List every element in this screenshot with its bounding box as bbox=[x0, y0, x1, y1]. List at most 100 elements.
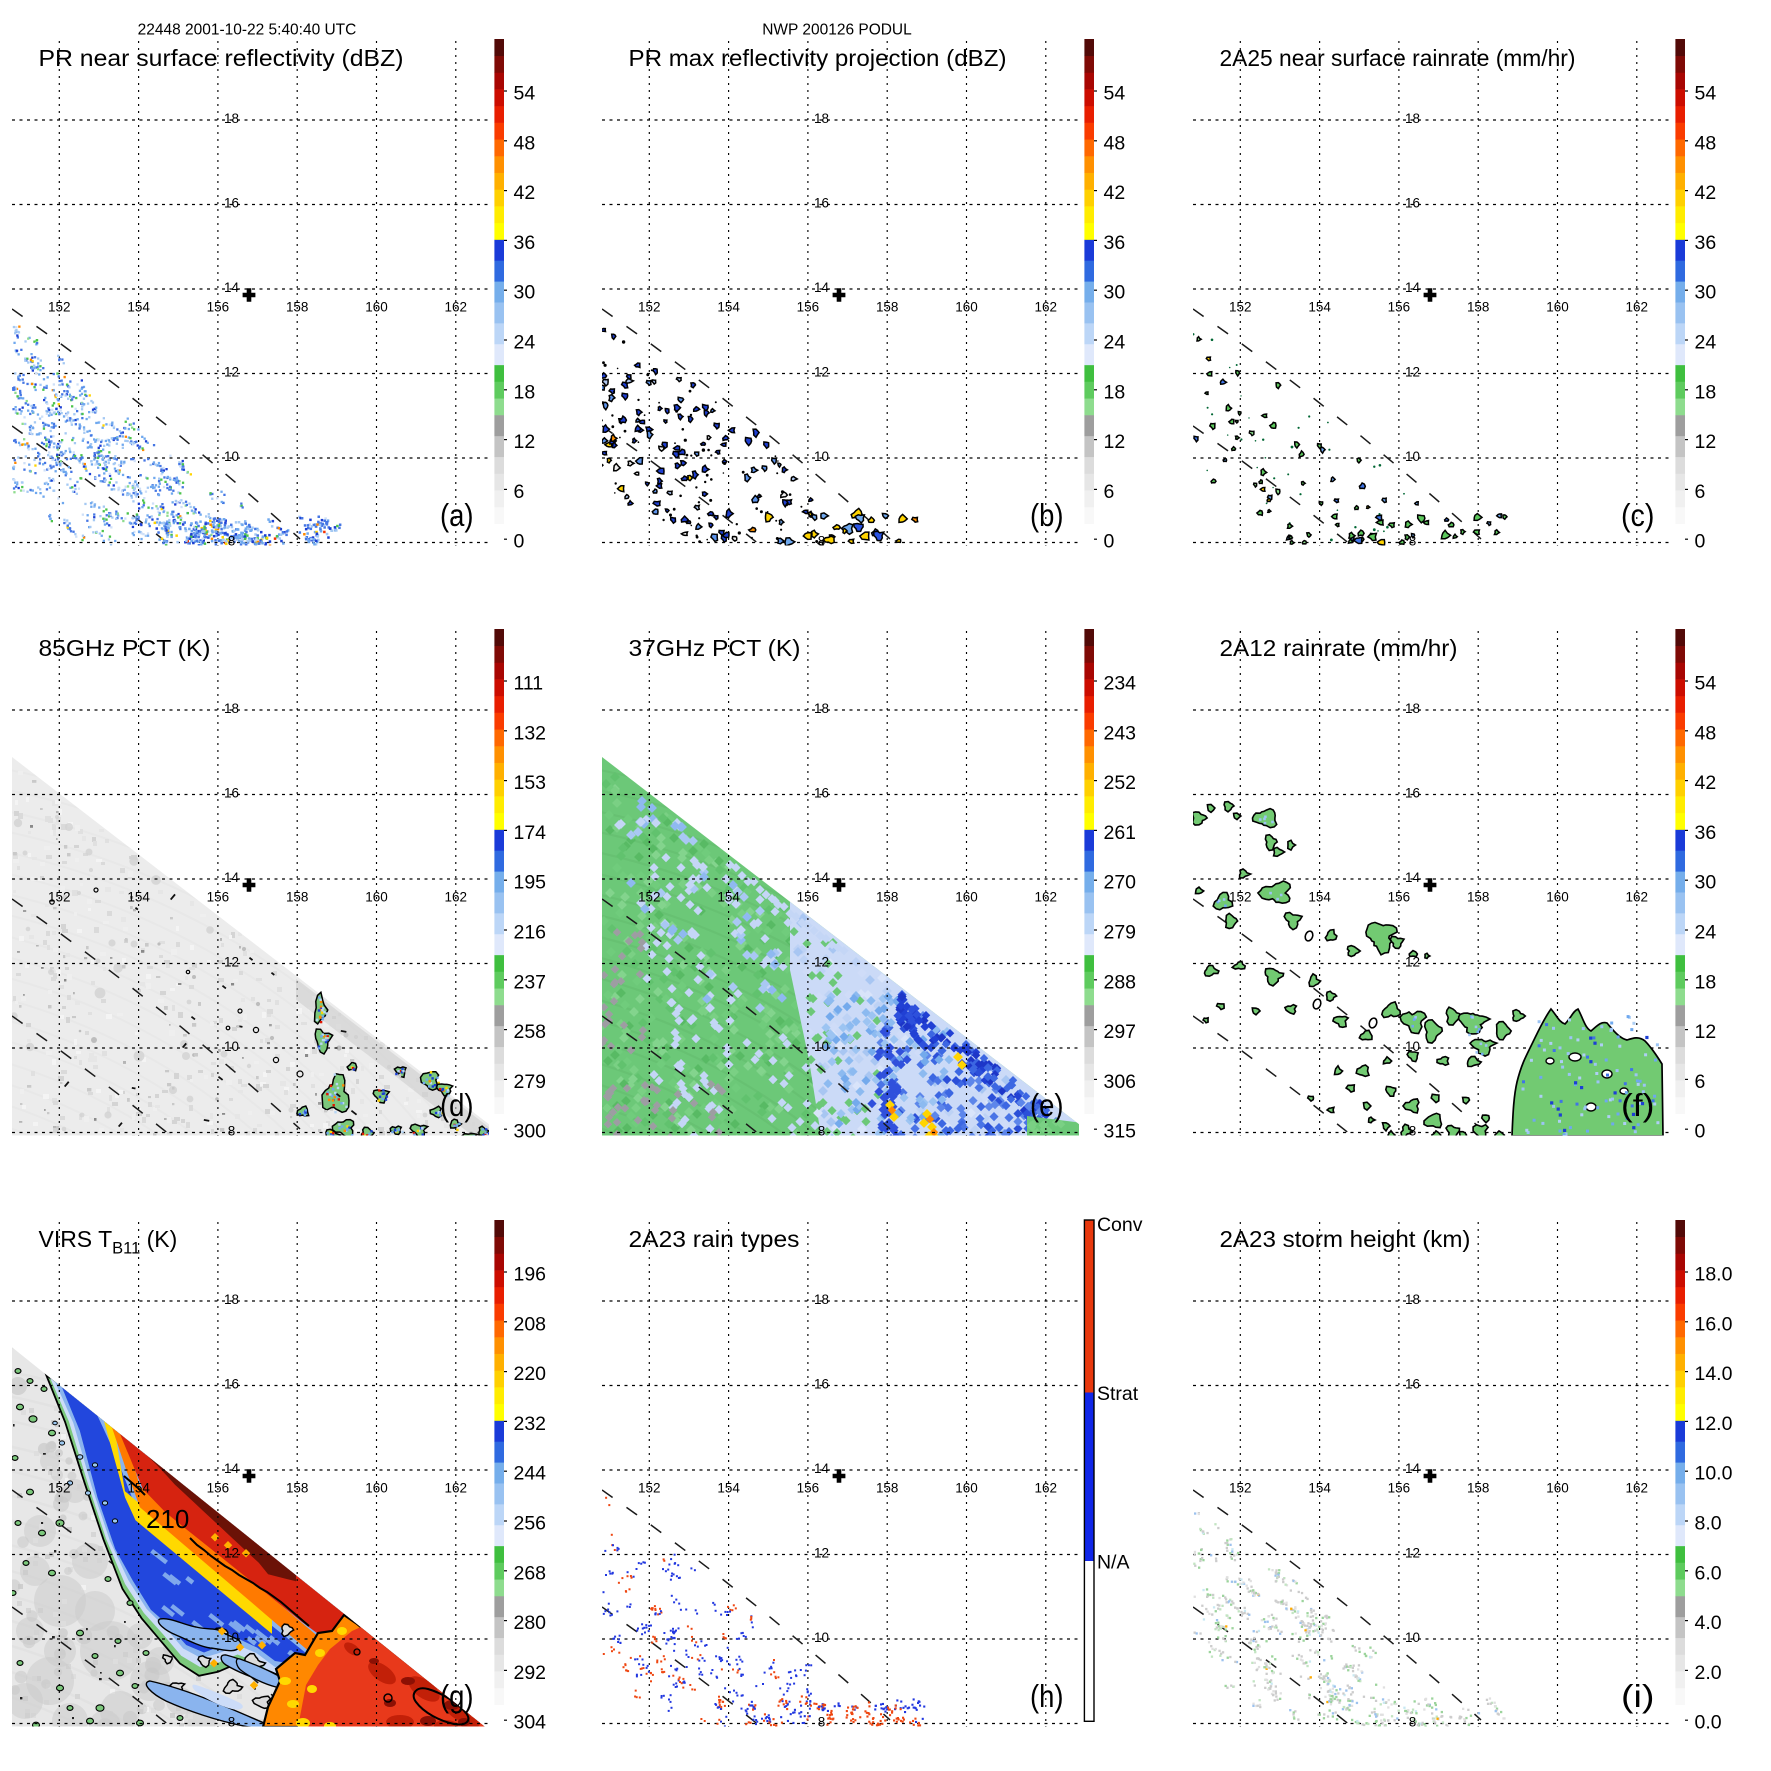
svg-text:8: 8 bbox=[1408, 1714, 1416, 1729]
svg-text:216: 216 bbox=[513, 922, 546, 944]
svg-text:195: 195 bbox=[513, 872, 546, 894]
svg-text:210: 210 bbox=[146, 1504, 189, 1534]
svg-text:12: 12 bbox=[1405, 1545, 1420, 1560]
svg-text:37GHz PCT (K): 37GHz PCT (K) bbox=[629, 635, 801, 661]
svg-text:14: 14 bbox=[224, 870, 239, 885]
svg-text:156: 156 bbox=[797, 299, 820, 314]
svg-text:270: 270 bbox=[1104, 872, 1137, 894]
svg-text:156: 156 bbox=[1387, 1480, 1410, 1495]
svg-text:14: 14 bbox=[224, 1461, 239, 1476]
svg-text:18: 18 bbox=[1405, 1292, 1420, 1307]
svg-text:6: 6 bbox=[1694, 1071, 1705, 1093]
svg-text:162: 162 bbox=[1035, 1480, 1058, 1495]
svg-text:10: 10 bbox=[1405, 1630, 1420, 1645]
svg-text:85GHz PCT (K): 85GHz PCT (K) bbox=[38, 635, 210, 661]
svg-text:160: 160 bbox=[365, 299, 387, 314]
svg-text:8.0: 8.0 bbox=[1694, 1512, 1721, 1534]
svg-text:156: 156 bbox=[797, 890, 820, 905]
svg-text:156: 156 bbox=[207, 1480, 230, 1495]
svg-text:156: 156 bbox=[207, 890, 230, 905]
svg-text:30: 30 bbox=[1694, 282, 1716, 304]
svg-text:12: 12 bbox=[814, 365, 829, 380]
svg-text:160: 160 bbox=[365, 890, 387, 905]
svg-text:152: 152 bbox=[48, 299, 70, 314]
svg-text:10: 10 bbox=[224, 1039, 239, 1054]
svg-text:Conv: Conv bbox=[1097, 1214, 1143, 1236]
svg-text:10.0: 10.0 bbox=[1694, 1462, 1732, 1484]
svg-text:174: 174 bbox=[513, 822, 546, 844]
svg-text:297: 297 bbox=[1104, 1021, 1137, 1043]
svg-text:304: 304 bbox=[513, 1711, 546, 1733]
svg-text:154: 154 bbox=[718, 890, 741, 905]
svg-text:8: 8 bbox=[228, 1124, 236, 1139]
svg-text:152: 152 bbox=[1229, 1480, 1252, 1495]
svg-text:154: 154 bbox=[1308, 890, 1331, 905]
svg-text:12: 12 bbox=[224, 955, 239, 970]
svg-text:16: 16 bbox=[814, 786, 829, 801]
svg-text:8: 8 bbox=[228, 1714, 236, 1729]
svg-text:16.0: 16.0 bbox=[1694, 1313, 1732, 1335]
svg-text:258: 258 bbox=[513, 1021, 546, 1043]
svg-text:18: 18 bbox=[513, 381, 535, 403]
svg-text:16: 16 bbox=[814, 196, 829, 211]
svg-text:8: 8 bbox=[818, 1714, 826, 1729]
svg-text:0: 0 bbox=[513, 531, 524, 553]
svg-text:10: 10 bbox=[224, 449, 239, 464]
svg-text:14: 14 bbox=[1405, 870, 1420, 885]
svg-text:152: 152 bbox=[638, 1480, 661, 1495]
svg-text:16: 16 bbox=[1405, 196, 1420, 211]
svg-text:42: 42 bbox=[513, 182, 535, 204]
svg-text:8: 8 bbox=[1408, 534, 1416, 549]
svg-text:10: 10 bbox=[1405, 1039, 1420, 1054]
svg-text:132: 132 bbox=[513, 723, 546, 745]
svg-text:24: 24 bbox=[513, 331, 535, 353]
svg-text:2A12 rainrate (mm/hr): 2A12 rainrate (mm/hr) bbox=[1219, 635, 1457, 661]
svg-text:158: 158 bbox=[876, 890, 899, 905]
svg-text:154: 154 bbox=[1308, 299, 1331, 314]
svg-text:54: 54 bbox=[1694, 673, 1716, 695]
svg-text:(a): (a) bbox=[440, 497, 473, 533]
svg-text:0: 0 bbox=[1694, 1121, 1705, 1143]
svg-text:10: 10 bbox=[814, 1630, 829, 1645]
svg-text:158: 158 bbox=[286, 890, 309, 905]
svg-text:0: 0 bbox=[1694, 531, 1705, 553]
svg-text:292: 292 bbox=[513, 1662, 546, 1684]
svg-text:36: 36 bbox=[1694, 822, 1716, 844]
svg-text:18: 18 bbox=[224, 1292, 239, 1307]
svg-text:8: 8 bbox=[228, 534, 236, 549]
svg-text:18: 18 bbox=[1405, 111, 1420, 126]
svg-text:280: 280 bbox=[513, 1612, 546, 1634]
svg-text:14: 14 bbox=[814, 870, 829, 885]
svg-text:54: 54 bbox=[513, 82, 535, 104]
svg-text:158: 158 bbox=[876, 1480, 899, 1495]
svg-text:(g): (g) bbox=[440, 1678, 473, 1714]
svg-text:152: 152 bbox=[48, 1480, 70, 1495]
svg-text:162: 162 bbox=[1035, 890, 1058, 905]
svg-text:36: 36 bbox=[1104, 232, 1126, 254]
svg-text:152: 152 bbox=[638, 890, 661, 905]
svg-text:306: 306 bbox=[1104, 1071, 1137, 1093]
svg-text:14: 14 bbox=[224, 280, 239, 295]
svg-text:220: 220 bbox=[513, 1363, 546, 1385]
svg-text:244: 244 bbox=[513, 1462, 546, 1484]
svg-text:6.0: 6.0 bbox=[1694, 1562, 1721, 1584]
svg-text:10: 10 bbox=[1405, 449, 1420, 464]
svg-text:30: 30 bbox=[513, 282, 535, 304]
svg-text:268: 268 bbox=[513, 1562, 546, 1584]
svg-text:156: 156 bbox=[1387, 299, 1410, 314]
svg-text:14: 14 bbox=[814, 280, 829, 295]
svg-text:152: 152 bbox=[1229, 299, 1252, 314]
svg-text:162: 162 bbox=[1625, 890, 1648, 905]
svg-text:243: 243 bbox=[1104, 723, 1137, 745]
svg-text:48: 48 bbox=[1694, 723, 1716, 745]
svg-text:54: 54 bbox=[1694, 82, 1716, 104]
svg-text:160: 160 bbox=[956, 1480, 979, 1495]
svg-text:24: 24 bbox=[1104, 331, 1126, 353]
svg-text:24: 24 bbox=[1694, 922, 1716, 944]
svg-text:158: 158 bbox=[1467, 1480, 1490, 1495]
svg-text:36: 36 bbox=[1694, 232, 1716, 254]
svg-text:158: 158 bbox=[286, 1480, 309, 1495]
svg-text:234: 234 bbox=[1104, 673, 1137, 695]
svg-text:18: 18 bbox=[1694, 972, 1716, 994]
svg-text:54: 54 bbox=[1104, 82, 1126, 104]
